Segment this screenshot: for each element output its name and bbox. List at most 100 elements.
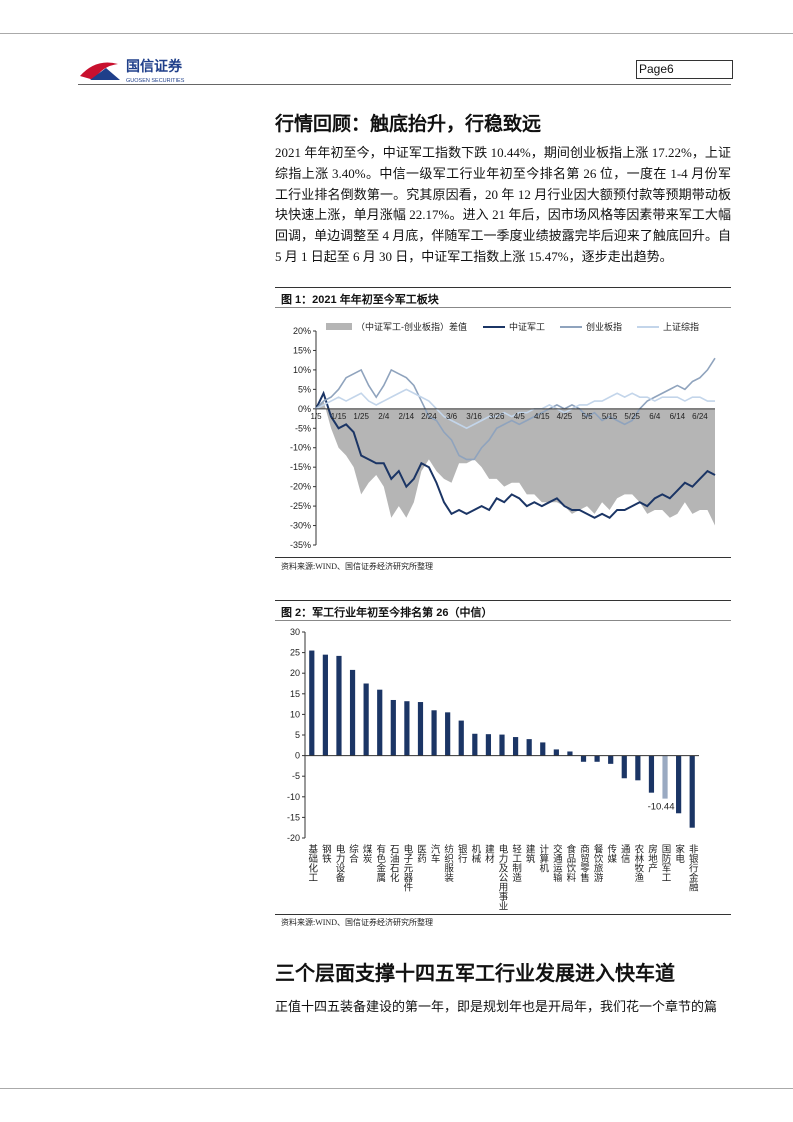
y-tick-label: 0% <box>298 404 311 414</box>
figure-rule <box>275 557 731 558</box>
x-tick-label: 3/26 <box>489 412 505 421</box>
bar <box>363 683 369 756</box>
x-tick-label: 1/15 <box>331 412 347 421</box>
x-tick-label: 电力设备 <box>333 843 345 883</box>
x-tick-label: 机械 <box>469 843 481 864</box>
x-tick-label: 3/6 <box>446 412 458 421</box>
paragraph: 2021 年年初至今，中证军工指数下跌 10.44%，期间创业板指上涨 17.2… <box>275 145 731 264</box>
line <box>315 357 716 461</box>
legend-swatch <box>326 323 352 330</box>
x-tick-label: 3/16 <box>466 412 482 421</box>
logo-text-en: GUOSEN SECURITIES <box>126 78 185 84</box>
line <box>315 388 715 430</box>
x-tick-label: 煤炭 <box>361 843 373 864</box>
bar <box>594 755 600 762</box>
x-tick-label: 通信 <box>619 844 631 864</box>
bar <box>553 749 559 756</box>
logo-text: 国信证券 <box>126 58 183 74</box>
x-tick-label: 国防军工 <box>660 844 672 882</box>
bar <box>608 755 614 764</box>
header-rule <box>0 33 793 34</box>
x-tick-label: 食品饮料 <box>564 843 576 883</box>
y-tick-label: -15% <box>290 462 311 472</box>
x-tick-label: 餐饮旅游 <box>592 843 604 883</box>
y-tick-label: -10 <box>287 792 300 802</box>
paragraph: 正值十四五装备建设的第一年，即是规划年也是开局年，我们花一个章节的篇 <box>275 999 718 1014</box>
x-tick-label: 4/15 <box>534 412 550 421</box>
x-tick-label: 有色金属 <box>374 843 386 883</box>
bar <box>349 669 356 756</box>
y-tick-label: 0 <box>295 751 300 761</box>
y-tick-label: -5 <box>292 771 300 781</box>
x-tick-label: 建筑 <box>524 843 536 864</box>
x-tick-label: 6/4 <box>649 412 661 421</box>
bar <box>676 755 682 814</box>
x-tick-label: 医药 <box>415 844 427 864</box>
x-tick-label: 2/14 <box>399 412 415 421</box>
figure-source: 资料来源:WIND、国信证券经济研究所整理 <box>281 562 433 571</box>
y-tick-label: -35% <box>290 540 311 550</box>
logo: 国信证券 GUOSEN SECURITIES <box>80 58 185 84</box>
bar <box>567 751 573 756</box>
figure-rule <box>275 600 731 601</box>
y-tick-label: 5% <box>298 384 311 394</box>
line <box>315 390 716 519</box>
x-tick-label: 电力及公用事业 <box>497 843 509 910</box>
bar <box>512 737 519 756</box>
x-tick-label: 基础化工 <box>306 843 318 882</box>
x-tick-label: 房地产 <box>646 843 658 873</box>
y-tick-label: 20 <box>290 668 300 678</box>
x-tick-label: 钢铁 <box>320 843 332 864</box>
x-tick-label: 银行 <box>456 843 468 864</box>
figure-rule <box>275 620 731 621</box>
y-tick-label: -5% <box>295 423 311 433</box>
bar <box>648 755 655 793</box>
page-number: Page6 <box>636 60 733 79</box>
x-tick-label: 家电 <box>673 843 685 863</box>
area <box>316 401 715 526</box>
x-tick-label: 1/5 <box>310 412 322 421</box>
bar <box>445 712 451 756</box>
value-label: -10.44 <box>648 802 675 813</box>
section-title: 三个层面支撑十四五军工行业发展进入快车道 <box>275 963 675 985</box>
x-tick-label: 交通运输 <box>551 843 563 883</box>
bar <box>309 650 315 756</box>
y-tick-label: 20% <box>293 326 311 336</box>
y-tick-label: 5 <box>295 730 300 740</box>
y-tick-label: 10% <box>293 365 311 375</box>
bar <box>322 654 328 756</box>
bar <box>499 734 505 756</box>
y-tick-label: 30 <box>290 627 300 637</box>
y-tick-label: 25 <box>290 648 300 658</box>
figure-title: 图 2：军工行业年初至今排名第 26（中信） <box>281 607 493 619</box>
legend-label: （中证军工-创业板指）差值 <box>356 321 467 332</box>
y-tick-label: -20% <box>290 482 311 492</box>
chart: -20 -15 -10 -5 0 5 10 15 20 25 30 基础化工 钢铁 电力设备 综合 煤炭 有色金… <box>287 627 699 911</box>
x-tick-label: 商贸零售 <box>578 843 590 883</box>
x-tick-label: 计算机 <box>537 843 549 873</box>
x-tick-label: 4/5 <box>514 412 526 421</box>
y-tick-label: -30% <box>290 521 311 531</box>
y-tick-label: 15% <box>293 345 311 355</box>
x-tick-label: 4/25 <box>557 412 573 421</box>
bar <box>377 689 383 756</box>
bar <box>689 755 695 828</box>
bar <box>431 710 437 756</box>
x-tick-label: 5/25 <box>624 412 640 421</box>
y-tick-label: -15 <box>287 812 300 822</box>
bar <box>390 699 396 756</box>
x-tick-label: 6/14 <box>670 412 686 421</box>
section-title: 行情回顾：触底抬升，行稳致远 <box>275 114 542 135</box>
x-tick-label: 2/24 <box>421 412 437 421</box>
bar <box>526 739 532 756</box>
figure-source: 资料来源:WIND、国信证券经济研究所整理 <box>281 918 433 927</box>
x-tick-label: 2/4 <box>378 412 390 421</box>
x-tick-label: 非银行金融 <box>687 843 699 892</box>
x-tick-label: 综合 <box>347 843 359 864</box>
x-tick-label: 建材 <box>483 843 495 863</box>
legend-label: 创业板指 <box>586 321 622 332</box>
logo-swoosh <box>80 62 118 80</box>
figure-rule <box>275 914 731 915</box>
footer-rule <box>0 1088 793 1089</box>
